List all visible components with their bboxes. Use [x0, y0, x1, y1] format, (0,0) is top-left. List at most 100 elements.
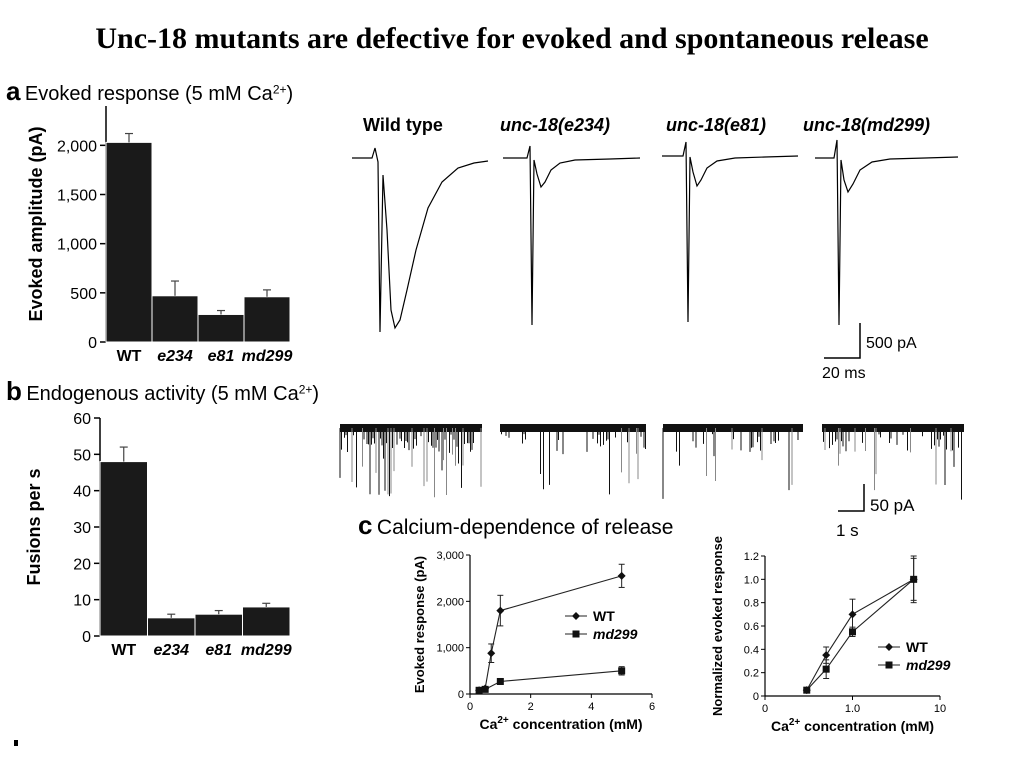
marker-diamond	[822, 651, 831, 660]
marker-square	[910, 575, 918, 583]
y-axis-label: Evoked response (pA)	[412, 556, 427, 693]
legend-label: md299	[906, 657, 951, 673]
panel-c-left-chart: 0 1,000 2,000 3,000 0 2 4 6 Ca2+ concentration (…	[412, 550, 655, 732]
y-tick-label: 1.2	[744, 551, 759, 563]
trace-label-wild-type: Wild type	[363, 115, 443, 135]
marker-diamond	[617, 571, 626, 580]
y-tick-label: 0.6	[744, 621, 759, 633]
marker-square	[849, 628, 856, 636]
category-label: WT	[117, 348, 142, 365]
bar	[194, 613, 243, 637]
y-tick-label: 40	[73, 484, 91, 501]
x-axis-label: Ca2+ concentration (mM)	[771, 717, 934, 734]
y-tick-label: 500	[70, 286, 97, 303]
y-tick-label: 3,000	[436, 550, 464, 562]
y-tick-label: 0	[753, 691, 759, 703]
marker-square	[885, 661, 893, 669]
evoked-traces	[352, 139, 959, 333]
marker-square	[822, 665, 830, 673]
scale-bar-b	[838, 484, 865, 512]
category-label: e81	[208, 348, 235, 365]
panel-b-heading: b Endogenous activity (5 mM Ca2+)	[6, 376, 319, 407]
trace-label-md299: unc-18(md299)	[803, 115, 930, 135]
category-label: WT	[111, 642, 136, 659]
panel-a-title-end: )	[286, 83, 294, 105]
x-axis-label-main: Ca	[771, 718, 789, 734]
y-tick-label: 0.8	[744, 598, 759, 610]
panel-a-letter: a	[6, 76, 21, 106]
category-label: md299	[241, 642, 292, 659]
category-label: e234	[157, 348, 193, 365]
trace-md299	[815, 139, 959, 326]
scale-a-x-label: 20 ms	[822, 365, 866, 382]
bar	[242, 606, 291, 637]
panel-c-letter: c	[358, 510, 373, 540]
marker-square	[475, 686, 483, 694]
spont-baseline-4	[822, 424, 964, 432]
x-tick-label: 1.0	[845, 703, 860, 715]
legend-label: WT	[593, 608, 615, 624]
y-tick-label: 1,000	[436, 643, 464, 655]
x-tick-label: 6	[649, 701, 655, 713]
y-tick-label: 0.2	[744, 668, 759, 680]
bar	[105, 141, 153, 343]
x-axis-label-sup: 2+	[497, 715, 509, 726]
y-tick-label: 0.4	[744, 644, 759, 656]
x-tick-label: 2	[528, 701, 534, 713]
y-tick-label: 10	[73, 593, 91, 610]
y-tick-label: 0	[458, 689, 464, 701]
x-tick-label: 10	[934, 703, 946, 715]
y-tick-label: 30	[73, 520, 91, 537]
bar	[151, 295, 199, 343]
marker-square	[803, 686, 811, 694]
y-tick-label: 0	[82, 629, 91, 646]
x-axis-label-end: concentration (mM)	[509, 716, 643, 732]
scale-b-x-label: 1 s	[836, 521, 859, 540]
x-tick-label: 0	[762, 703, 768, 715]
y-axis-label: Evoked amplitude (pA)	[26, 126, 46, 321]
legend-label: WT	[906, 639, 928, 655]
y-tick-label: 1.0	[744, 574, 759, 586]
marker-diamond	[487, 649, 496, 658]
panel-a-heading: a Evoked response (5 mM Ca2+)	[6, 76, 293, 107]
y-axis-label: Normalized evoked response	[710, 536, 725, 716]
panel-c-title: Calcium-dependence of release	[376, 516, 674, 539]
panel-c-heading: c Calcium-dependence of release	[358, 510, 673, 541]
bar	[147, 617, 196, 637]
category-label: md299	[242, 348, 293, 365]
panel-a-title-sup: 2+	[272, 82, 287, 97]
y-axis-label: Fusions per s	[24, 468, 44, 585]
marker-diamond	[848, 610, 857, 619]
scale-a-y-label: 500 pA	[866, 335, 917, 352]
y-tick-label: 20	[73, 556, 91, 573]
y-tick-label: 0	[88, 335, 97, 352]
trace-label-e234: unc-18(e234)	[500, 115, 610, 135]
category-label: e81	[205, 642, 232, 659]
marker-square	[618, 667, 626, 675]
trace-e81	[662, 141, 799, 323]
x-axis-label-main: Ca	[479, 716, 497, 732]
marker-square	[496, 677, 504, 685]
trace-wild-type	[352, 147, 489, 333]
category-label: e234	[153, 642, 189, 659]
series-line-2	[806, 578, 915, 691]
spont-baseline-1	[340, 424, 482, 432]
y-tick-label: 1,000	[57, 237, 97, 254]
panel-b-bar-chart: 0 10 20 30 40 50 60 Fusions per s WT e234 e81 md299	[24, 411, 292, 659]
trace-e234	[503, 145, 641, 326]
panel-a-bar-chart: 0 500 1,000 1,500 2,000 Evoked amplitude (pA)…	[26, 106, 292, 365]
bar	[197, 313, 245, 343]
x-tick-label: 0	[467, 701, 473, 713]
marker-diamond	[496, 606, 505, 615]
bar	[243, 296, 291, 343]
legend-label: md299	[593, 626, 638, 642]
panel-b-title-sup: 2+	[298, 382, 313, 397]
panel-a-title: Evoked response (5 mM Ca	[24, 83, 273, 105]
series-line-1	[806, 578, 914, 691]
marker-diamond	[885, 643, 893, 651]
panel-b-letter: b	[6, 376, 22, 406]
x-tick-label: 4	[588, 701, 594, 713]
x-axis-label-sup: 2+	[789, 717, 801, 728]
